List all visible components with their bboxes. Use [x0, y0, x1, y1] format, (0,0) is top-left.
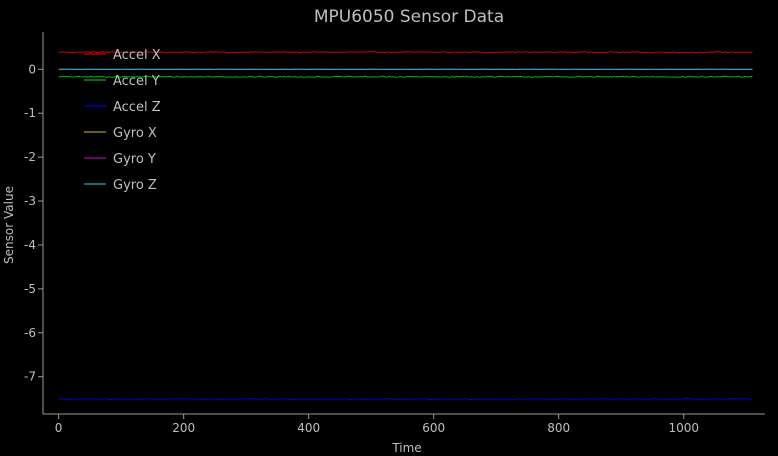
- legend-label: Gyro X: [113, 126, 157, 141]
- legend-label: Gyro Z: [113, 178, 157, 193]
- series-line-accel-y: [58, 75, 753, 78]
- x-tick-label: 0: [55, 421, 63, 435]
- series-line-accel-x: [58, 51, 753, 54]
- x-tick-label: 1000: [668, 421, 699, 435]
- x-tick-label: 800: [547, 421, 570, 435]
- y-tick-label: -5: [24, 282, 36, 296]
- y-tick-label: -4: [24, 238, 36, 252]
- y-tick-label: -3: [24, 194, 36, 208]
- legend-label: Accel Y: [113, 74, 160, 89]
- y-axis-label: Sensor Value: [2, 186, 16, 264]
- x-tick-label: 600: [422, 421, 445, 435]
- y-tick-label: -7: [24, 370, 36, 384]
- x-tick-label: 400: [297, 421, 320, 435]
- x-tick-label: 200: [172, 421, 195, 435]
- y-tick-label: -6: [24, 326, 36, 340]
- y-tick-label: -1: [24, 106, 36, 120]
- plot-area: 0 -1 -2 -3 -4 -5 -6 -7 0 200 400 600 800 1000: [24, 32, 765, 435]
- x-axis-label: Time: [391, 441, 421, 455]
- y-tick-label: -2: [24, 150, 36, 164]
- chart-title: MPU6050 Sensor Data: [314, 7, 504, 27]
- legend-label: Gyro Y: [113, 152, 156, 167]
- y-tick-label: 0: [28, 62, 36, 76]
- series-line-accel-z: [58, 398, 753, 401]
- legend: Accel X Accel Y Accel Z Gyro X Gyro Y Gyro Z: [84, 48, 161, 193]
- legend-label: Accel X: [113, 48, 161, 63]
- legend-label: Accel Z: [113, 100, 161, 115]
